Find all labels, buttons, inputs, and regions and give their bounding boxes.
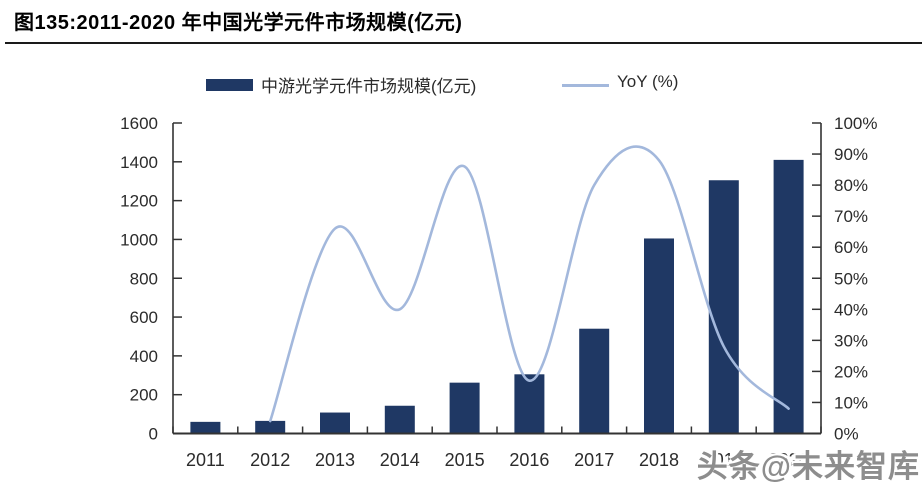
bar-2016	[514, 374, 545, 434]
right-tick-label: 60%	[834, 238, 868, 257]
line-series-label: YoY (%)	[617, 72, 679, 91]
x-axis-label: 2016	[509, 450, 549, 470]
left-tick-label: 200	[130, 386, 158, 405]
right-tick-label: 10%	[834, 393, 868, 412]
x-axis-label: 2017	[574, 450, 614, 470]
bar-2014	[384, 405, 415, 434]
bar-2017	[579, 328, 610, 434]
left-tick-label: 1000	[120, 230, 158, 249]
left-tick-label: 0	[149, 425, 158, 444]
watermark: 头条@未来智库	[696, 449, 920, 484]
left-tick-label: 800	[130, 269, 158, 288]
left-tick-label: 1400	[120, 153, 158, 172]
x-axis-label: 2013	[315, 450, 355, 470]
right-tick-label: 20%	[834, 362, 868, 381]
right-tick-label: 50%	[834, 269, 868, 288]
x-axis-label: 2012	[250, 450, 290, 470]
right-tick-label: 70%	[834, 207, 868, 226]
left-tick-label: 1200	[120, 192, 158, 211]
bar-2015	[449, 382, 480, 434]
left-tick-label: 400	[130, 347, 158, 366]
figure-title: 图135:2011-2020 年中国光学元件市场规模(亿元)	[14, 12, 463, 34]
yoy-line	[268, 145, 790, 423]
bar-2012	[255, 420, 286, 434]
right-tick-label: 0%	[834, 425, 859, 444]
x-axis-label: 2020	[769, 450, 809, 470]
right-tick-label: 30%	[834, 331, 868, 350]
bar-2013	[320, 412, 350, 434]
title-underline	[5, 42, 922, 44]
right-tick-label: 100%	[834, 114, 877, 133]
line-series-swatch	[562, 84, 609, 87]
left-tick-label: 1600	[120, 114, 158, 133]
bar-series-label: 中游光学元件市场规模(亿元)	[261, 77, 477, 96]
bar-2011	[190, 421, 221, 434]
bar-2020	[773, 159, 804, 434]
x-axis-label: 2019	[704, 450, 744, 470]
x-axis-label: 2011	[186, 450, 225, 470]
x-axis-label: 2018	[639, 450, 679, 470]
bar-2018	[644, 238, 674, 434]
left-tick-label: 600	[130, 308, 158, 327]
bar-series-swatch	[206, 79, 253, 91]
right-tick-label: 90%	[834, 145, 868, 164]
bar-2019	[708, 180, 739, 434]
chart-legend: 中游光学元件市场规模(亿元) YoY (%)	[0, 0, 922, 100]
x-axis-label: 2015	[445, 450, 485, 470]
right-tick-label: 80%	[834, 176, 868, 195]
x-axis-label: 2014	[380, 450, 420, 470]
right-tick-label: 40%	[834, 300, 868, 319]
